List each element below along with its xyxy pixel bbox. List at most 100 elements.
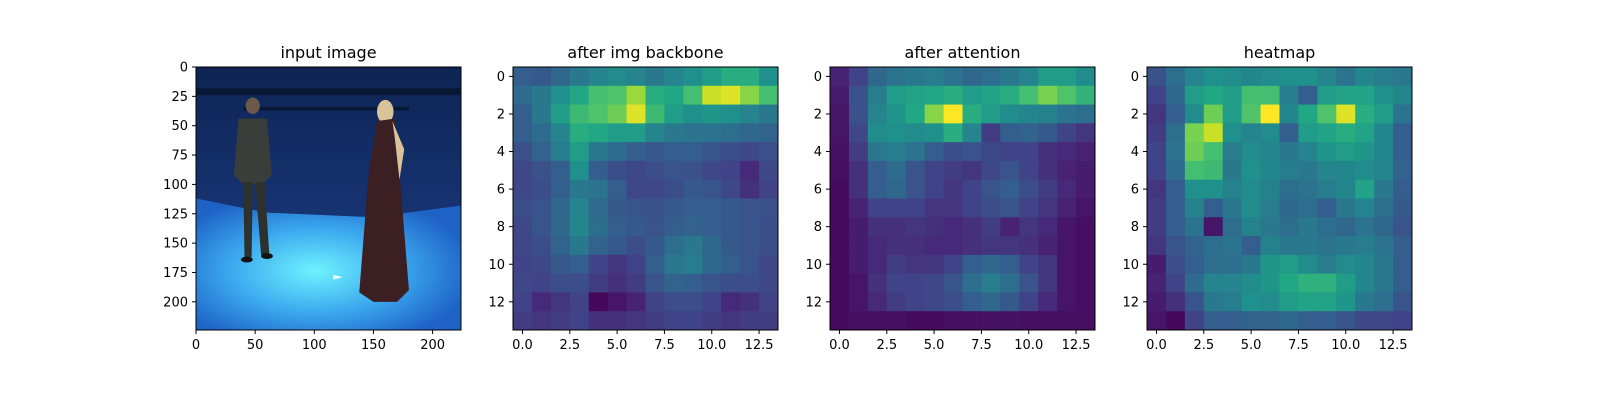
heatmap-cell	[1019, 273, 1039, 294]
heatmap-cell	[886, 179, 907, 200]
heatmap-cell	[1057, 160, 1077, 181]
heatmap-cell	[607, 142, 628, 162]
heatmap-cell	[962, 273, 983, 294]
heatmap-cell	[1298, 104, 1318, 124]
heatmap-cell	[683, 236, 703, 256]
heatmap-cell	[721, 217, 741, 237]
heatmap-cell	[683, 67, 703, 87]
heatmap-cell	[759, 217, 778, 237]
heatmap-cell	[513, 273, 533, 294]
heatmap-cell	[1203, 179, 1224, 200]
heatmap-cell	[830, 142, 850, 162]
panel-title: after attention	[905, 43, 1021, 62]
heatmap-cell	[569, 236, 590, 256]
heatmap-cell	[550, 198, 571, 218]
heatmap-cell	[1057, 104, 1077, 124]
heatmap-cell	[1147, 67, 1167, 87]
heatmap-cell	[513, 142, 533, 162]
y-tick-label: 12	[1122, 295, 1139, 310]
heatmap-cell	[550, 217, 571, 237]
heatmap-cell	[1260, 67, 1281, 87]
heatmap-cell	[513, 311, 533, 330]
heatmap-cell	[1317, 104, 1337, 124]
heatmap-cell	[1355, 273, 1375, 294]
heatmap-cell	[645, 198, 666, 218]
x-tick-label: 10.0	[1331, 338, 1360, 353]
heatmap-cell	[943, 142, 964, 162]
heatmap-cell	[1260, 217, 1281, 237]
heatmap-cell	[1184, 179, 1205, 200]
heatmap-cell	[1184, 123, 1205, 143]
heatmap-cell	[1203, 217, 1224, 237]
heatmap-cell	[721, 292, 741, 312]
heatmap-cell	[1279, 236, 1300, 256]
heatmap-cell	[607, 292, 628, 312]
heatmap-cell	[1374, 236, 1394, 256]
x-tick-label: 100	[302, 338, 327, 353]
heatmap-cell	[664, 273, 684, 294]
plot-area	[1147, 67, 1412, 330]
heatmap-cell	[569, 160, 590, 181]
heatmap-cell	[867, 273, 888, 294]
heatmap-cell	[1317, 236, 1337, 256]
heatmap-cell	[1057, 198, 1077, 218]
heatmap-cell	[645, 179, 666, 200]
heatmap-cell	[1260, 198, 1281, 218]
heatmap-cell	[740, 160, 760, 181]
heatmap-cell	[759, 160, 778, 181]
heatmap-cell	[1000, 142, 1020, 162]
heatmap-cell	[1222, 67, 1243, 87]
heatmap-cell	[905, 142, 926, 162]
heatmap-cell	[759, 273, 778, 294]
panel-title: after img backbone	[567, 43, 723, 62]
heatmap-cell	[886, 67, 907, 87]
heatmap-cell	[550, 67, 571, 87]
heatmap-cell	[531, 85, 552, 106]
heatmap-cell	[588, 236, 609, 256]
heatmap-cell	[924, 123, 945, 143]
heatmap-cell	[1165, 160, 1186, 181]
heatmap-cell	[1038, 254, 1058, 275]
heatmap-cell	[1057, 292, 1077, 312]
heatmap-cell	[1203, 311, 1224, 330]
heatmap-cell	[886, 85, 907, 106]
heatmap-cell	[550, 160, 571, 181]
axes-frame	[195, 66, 462, 331]
heatmap-cell	[1019, 217, 1039, 237]
heatmap-cell	[1076, 236, 1095, 256]
heatmap-cell	[1184, 160, 1205, 181]
heatmap-cell	[702, 273, 722, 294]
heatmap-cell	[905, 198, 926, 218]
heatmap-cell	[513, 179, 533, 200]
heatmap-cell	[981, 67, 1001, 87]
y-tick-label: 200	[163, 295, 188, 310]
heatmap-cell	[645, 104, 666, 124]
heatmap-cell	[626, 292, 647, 312]
heatmap-cell	[848, 236, 869, 256]
x-tick-label: 7.5	[971, 338, 992, 353]
y-tick-label: 100	[163, 178, 188, 193]
heatmap-cell	[550, 104, 571, 124]
heatmap-cell	[626, 273, 647, 294]
heatmap-cell	[1222, 254, 1243, 275]
heatmap-cell	[513, 104, 533, 124]
heatmap-cell	[1241, 179, 1262, 200]
heatmap-cell	[1000, 104, 1020, 124]
heatmap-cell	[1038, 123, 1058, 143]
heatmap-cell	[1038, 104, 1058, 124]
man-body	[233, 118, 272, 185]
heatmap-cell	[1393, 236, 1412, 256]
heatmap-cell	[569, 142, 590, 162]
heatmap-cell	[626, 160, 647, 181]
panel-3: after attention 0.0 2.5 5.0 7.5 10.0 12.5 0 2 4 6 8…	[805, 43, 1096, 353]
heatmap-cell	[1057, 311, 1077, 330]
x-tick-label: 0	[192, 338, 200, 353]
heatmap-cell	[924, 142, 945, 162]
y-tick-label: 6	[1131, 183, 1139, 198]
heatmap-cell	[664, 311, 684, 330]
heatmap-cell	[1317, 311, 1337, 330]
heatmap-cell	[1336, 236, 1356, 256]
heatmap-cell	[867, 236, 888, 256]
heatmap-cell	[867, 123, 888, 143]
heatmap-cell	[626, 198, 647, 218]
